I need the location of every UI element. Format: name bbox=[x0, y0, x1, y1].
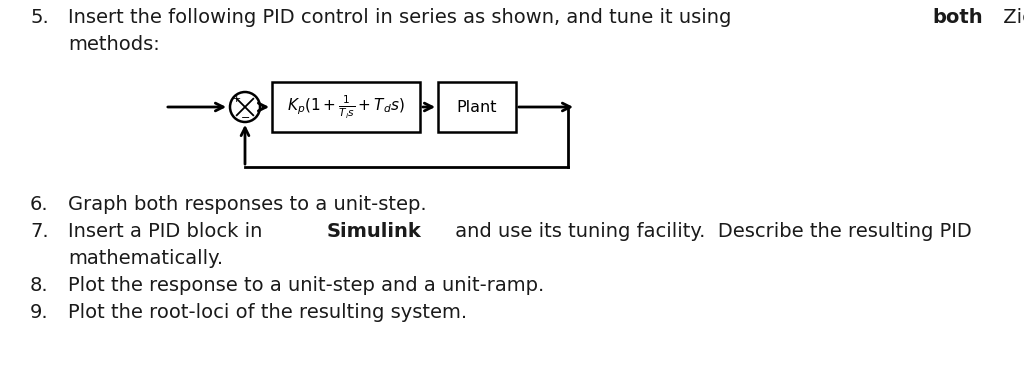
Text: Plot the response to a unit-step and a unit-ramp.: Plot the response to a unit-step and a u… bbox=[68, 276, 544, 295]
Text: and use its tuning facility.  Describe the resulting PID: and use its tuning facility. Describe th… bbox=[450, 222, 972, 241]
Text: Simulink: Simulink bbox=[327, 222, 422, 241]
Text: methods:: methods: bbox=[68, 35, 160, 54]
Text: Plot the root-loci of the resulting system.: Plot the root-loci of the resulting syst… bbox=[68, 303, 467, 322]
Text: 5.: 5. bbox=[30, 8, 49, 27]
Text: 6.: 6. bbox=[30, 195, 48, 214]
Text: 9.: 9. bbox=[30, 303, 48, 322]
Text: Insert a PID block in: Insert a PID block in bbox=[68, 222, 268, 241]
Text: $K_p(1 + \frac{1}{T_i s} + T_d s)$: $K_p(1 + \frac{1}{T_i s} + T_d s)$ bbox=[287, 93, 404, 121]
Text: 8.: 8. bbox=[30, 276, 48, 295]
Text: Graph both responses to a unit-step.: Graph both responses to a unit-step. bbox=[68, 195, 427, 214]
Text: Plant: Plant bbox=[457, 100, 498, 115]
Bar bbox=[438, 82, 516, 132]
Bar bbox=[272, 82, 420, 132]
Text: Insert the following PID control in series as shown, and tune it using: Insert the following PID control in seri… bbox=[68, 8, 737, 27]
Text: −: − bbox=[241, 113, 251, 123]
Text: mathematically.: mathematically. bbox=[68, 249, 223, 268]
Text: 7.: 7. bbox=[30, 222, 48, 241]
Text: both: both bbox=[932, 8, 983, 27]
Text: Ziegler-Nichols: Ziegler-Nichols bbox=[997, 8, 1024, 27]
Text: +: + bbox=[232, 94, 242, 104]
